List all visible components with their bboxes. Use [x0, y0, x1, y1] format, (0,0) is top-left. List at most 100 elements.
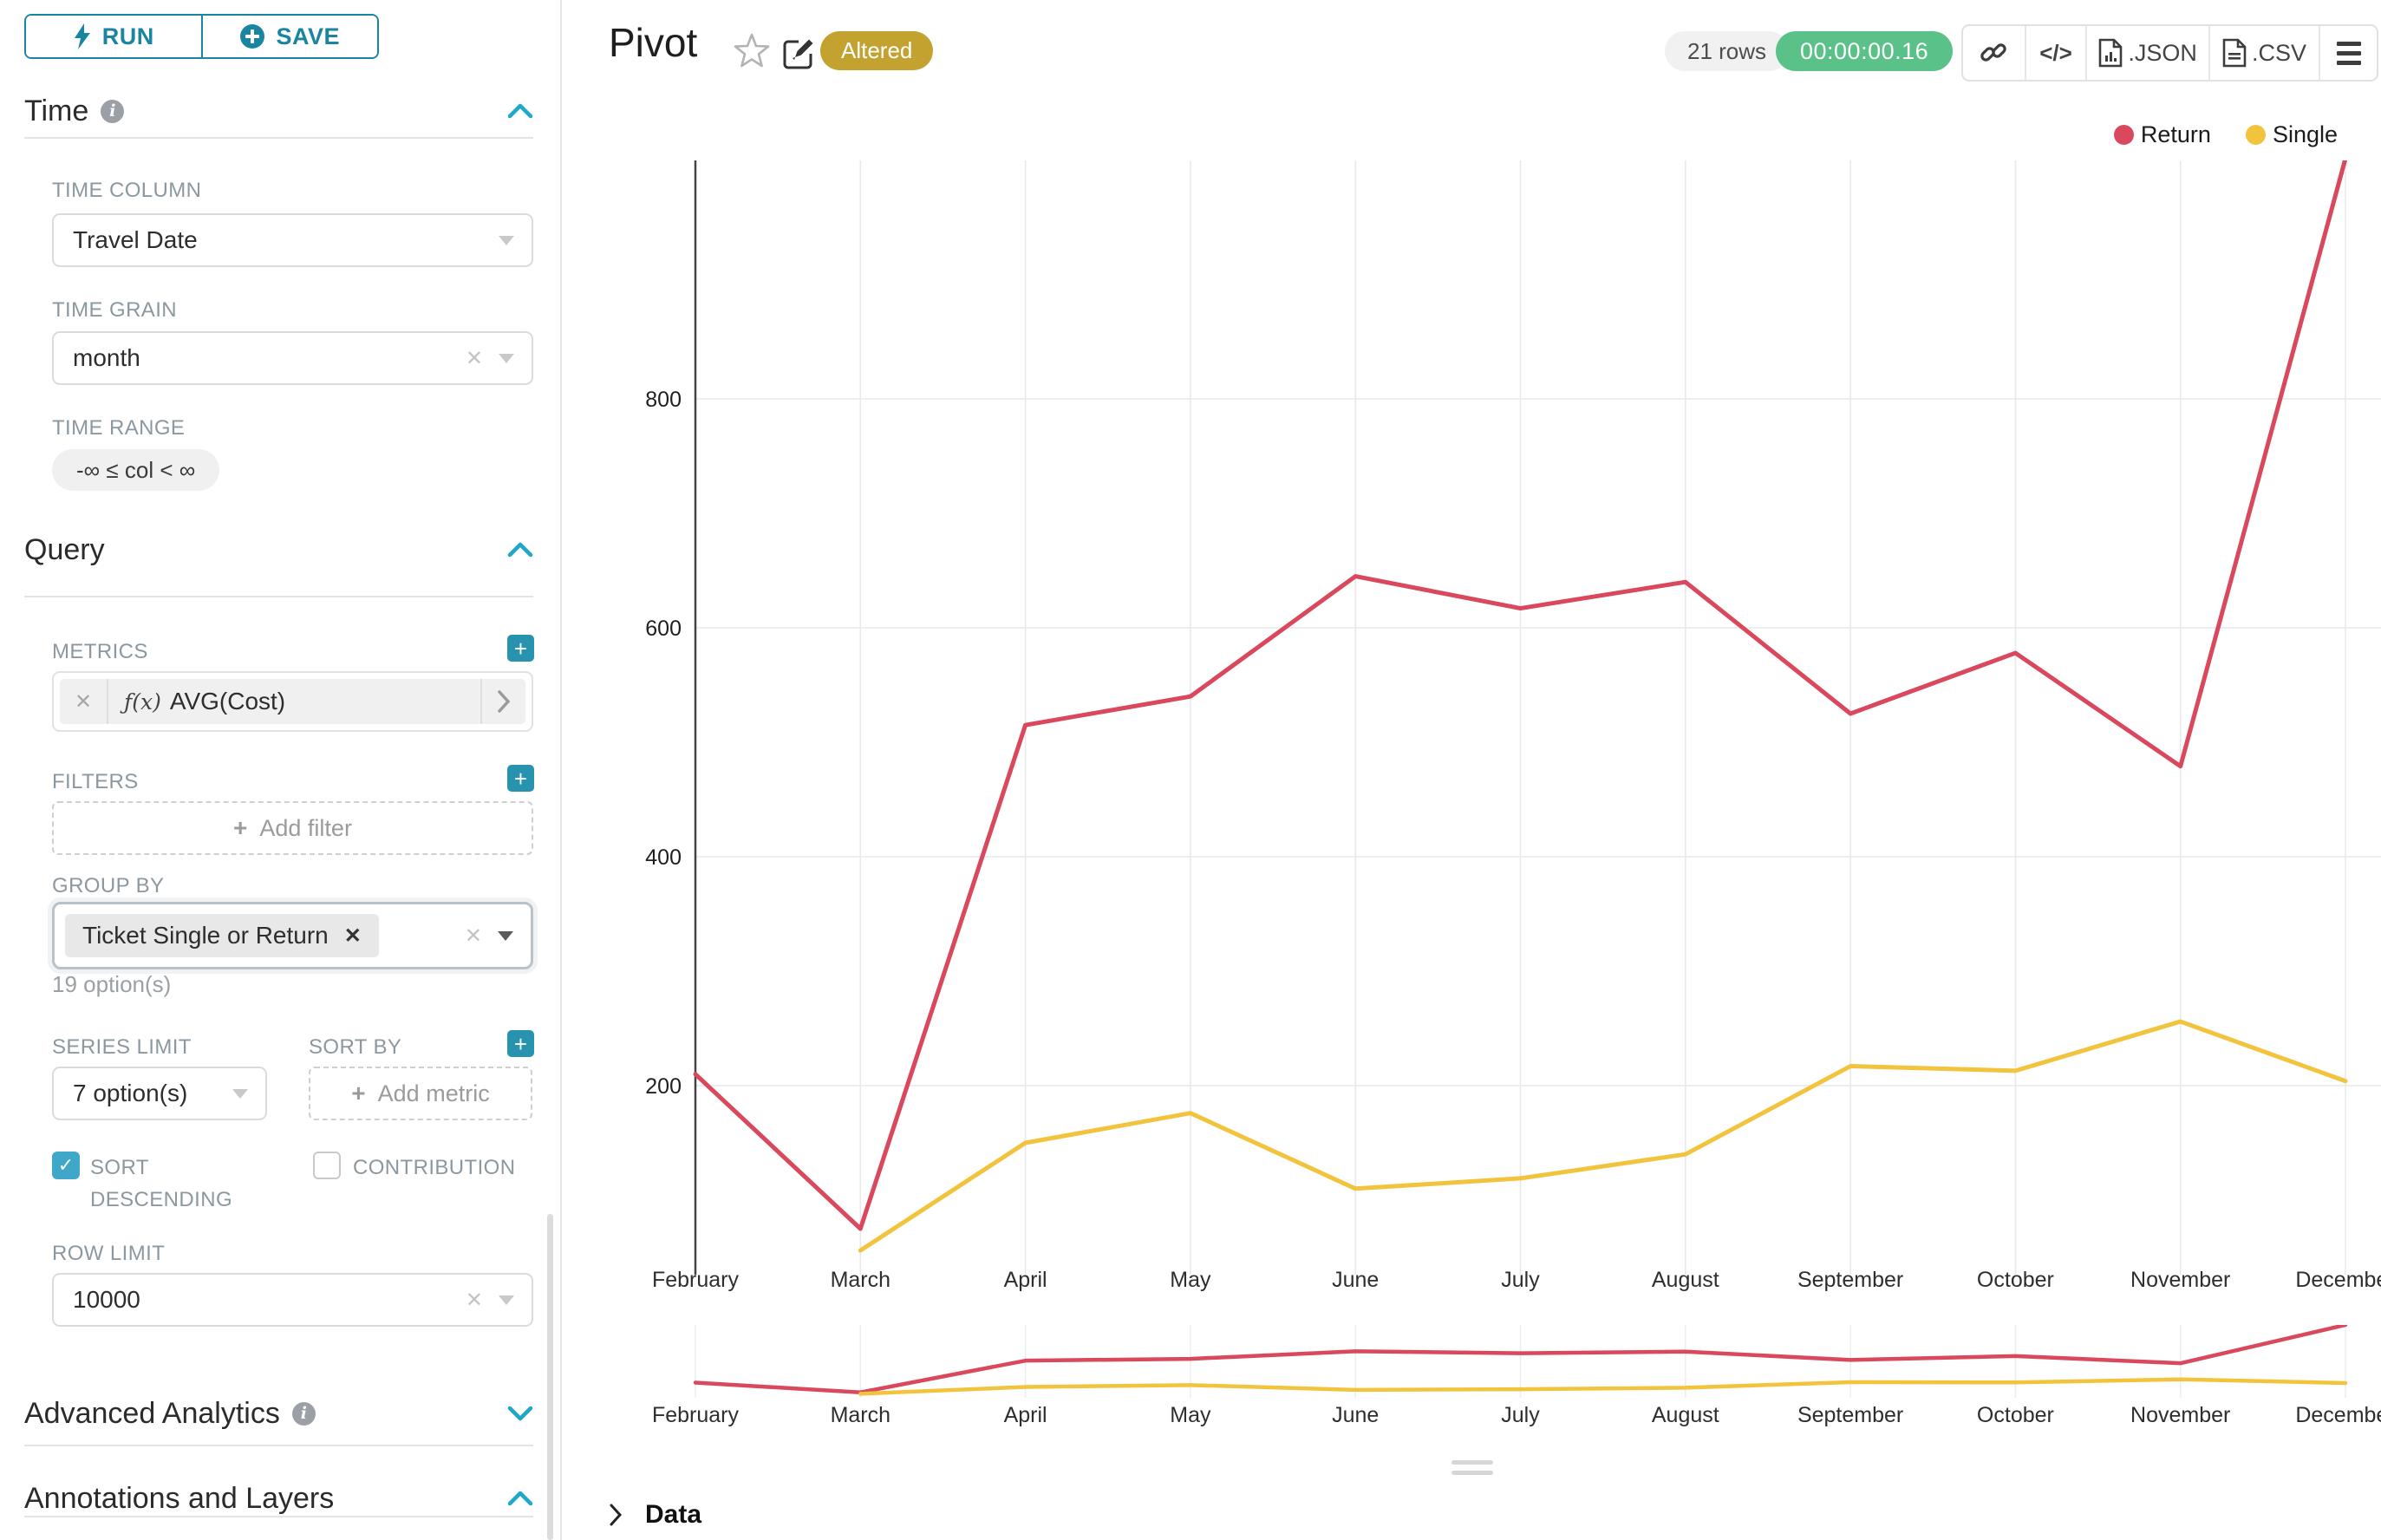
export-json-button[interactable]: .JSON [2085, 26, 2208, 80]
svg-text:200: 200 [645, 1074, 682, 1099]
add-filter-dropzone[interactable]: + Add filter [52, 801, 533, 855]
filters-label: FILTERS [52, 770, 139, 793]
metric-value: AVG(Cost) [169, 688, 286, 715]
series-limit-value: 7 option(s) [73, 1080, 188, 1106]
divider [24, 137, 533, 139]
svg-text:April: April [1004, 1268, 1047, 1292]
svg-text:March: March [831, 1403, 890, 1427]
page-title: Pivot [609, 20, 698, 65]
contribution-label: CONTRIBUTION [353, 1156, 516, 1179]
svg-text:December: December [2295, 1403, 2381, 1427]
clear-icon[interactable]: ✕ [465, 346, 483, 370]
clear-icon[interactable]: ✕ [465, 1288, 483, 1312]
caret-down-icon[interactable] [232, 1088, 248, 1099]
svg-text:400: 400 [645, 845, 682, 870]
advanced-analytics-header[interactable]: Advanced Analytics i [24, 1394, 533, 1432]
link-icon [1980, 43, 2007, 62]
svg-text:June: June [1332, 1403, 1379, 1427]
contribution-control[interactable]: CONTRIBUTION [313, 1152, 515, 1184]
svg-text:October: October [1977, 1268, 2054, 1292]
group-by-select[interactable]: Ticket Single or Return ✕ ✕ [52, 902, 533, 969]
svg-text:June: June [1332, 1268, 1379, 1292]
svg-text:July: July [1501, 1268, 1540, 1292]
time-grain-value: month [73, 344, 140, 371]
run-button[interactable]: RUN [26, 16, 201, 57]
chevron-right-icon[interactable] [480, 679, 525, 724]
save-button[interactable]: SAVE [200, 16, 377, 57]
svg-text:August: August [1652, 1268, 1719, 1292]
clear-icon[interactable]: ✕ [464, 923, 482, 948]
edit-icon[interactable] [782, 36, 815, 74]
favorite-star-icon[interactable] [734, 33, 770, 72]
panel-resize-handle[interactable] [1451, 1460, 1493, 1475]
view-query-button[interactable]: </> [2024, 26, 2086, 80]
chevron-up-icon[interactable] [507, 101, 533, 121]
bolt-icon [74, 23, 90, 49]
plus-circle-icon [240, 24, 265, 49]
caret-down-icon[interactable] [498, 930, 513, 941]
caret-down-icon[interactable] [499, 1295, 514, 1305]
add-metric-placeholder: Add metric [377, 1080, 490, 1106]
metric-chip[interactable]: ✕ ƒ(x) AVG(Cost) [60, 679, 525, 724]
altered-badge-label: Altered [841, 37, 913, 63]
row-limit-select[interactable]: 10000 ✕ [52, 1273, 533, 1327]
time-range-label: TIME RANGE [52, 416, 186, 440]
legend-item-return[interactable]: Return [2113, 121, 2211, 148]
svg-text:November: November [2130, 1403, 2230, 1427]
group-by-chip[interactable]: Ticket Single or Return ✕ [65, 914, 379, 957]
control-panel: RUN SAVE Time i TIME COLUMN Travel Date … [0, 0, 562, 1540]
code-icon: </> [2039, 39, 2072, 66]
divider [24, 596, 533, 597]
time-section-header[interactable]: Time i [24, 92, 533, 130]
annotations-title: Annotations and Layers [24, 1481, 335, 1515]
sort-descending-control[interactable]: ✓ SORT DESCENDING [52, 1152, 232, 1216]
legend-item-single[interactable]: Single [2245, 121, 2338, 148]
divider [24, 1516, 533, 1517]
sidebar-scrollbar[interactable] [547, 1214, 553, 1540]
legend-label-return: Return [2140, 121, 2211, 147]
save-button-label: SAVE [276, 23, 341, 49]
group-by-chip-label: Ticket Single or Return [82, 922, 329, 949]
data-panel-toggle[interactable]: Data [609, 1500, 701, 1530]
chevron-up-icon[interactable] [507, 540, 533, 559]
altered-badge[interactable]: Altered [820, 31, 934, 70]
caret-down-icon[interactable] [499, 235, 514, 245]
series-limit-label: SERIES LIMIT [52, 1035, 192, 1059]
add-sort-metric-button[interactable]: + [507, 1030, 534, 1057]
time-range-pill[interactable]: -∞ ≤ col < ∞ [52, 449, 220, 491]
time-grain-select[interactable]: month ✕ [52, 331, 533, 385]
chevron-right-icon [610, 1504, 623, 1526]
export-csv-button[interactable]: .CSV [2208, 26, 2319, 80]
chip-remove-icon[interactable]: ✕ [343, 923, 362, 948]
info-icon: i [291, 1401, 316, 1426]
svg-text:February: February [652, 1268, 740, 1292]
chevron-down-icon[interactable] [507, 1404, 533, 1423]
export-csv-label: .CSV [2252, 39, 2307, 66]
query-section-header[interactable]: Query [24, 531, 533, 569]
more-options-button[interactable] [2319, 26, 2377, 80]
time-column-value: Travel Date [73, 226, 198, 253]
sort-descending-checkbox[interactable]: ✓ [52, 1152, 80, 1179]
metrics-control: ✕ ƒ(x) AVG(Cost) [52, 671, 533, 732]
legend-dot-single [2245, 125, 2266, 145]
plus-icon: + [233, 814, 248, 841]
contribution-checkbox[interactable] [313, 1152, 341, 1179]
svg-text:August: August [1652, 1403, 1719, 1427]
sort-by-dropzone[interactable]: + Add metric [309, 1067, 532, 1120]
share-link-button[interactable] [1963, 26, 2025, 80]
add-filter-button[interactable]: + [507, 765, 534, 792]
function-icon: ƒ(x) [124, 688, 161, 715]
divider [24, 1445, 533, 1446]
series-limit-select[interactable]: 7 option(s) [52, 1067, 267, 1120]
timeseries-line-chart[interactable]: 200 400 600 800 February February March March Ap… [562, 113, 2381, 1453]
svg-text:October: October [1977, 1403, 2054, 1427]
sort-by-label: SORT BY [309, 1035, 402, 1059]
group-by-options-hint: 19 option(s) [52, 971, 172, 997]
remove-icon[interactable]: ✕ [60, 679, 108, 724]
chevron-up-icon[interactable] [507, 1489, 533, 1508]
time-column-select[interactable]: Travel Date [52, 213, 533, 267]
add-metric-button[interactable]: + [507, 635, 534, 662]
plus-icon: + [513, 635, 528, 662]
annotations-header[interactable]: Annotations and Layers [24, 1479, 533, 1517]
caret-down-icon[interactable] [499, 353, 514, 363]
